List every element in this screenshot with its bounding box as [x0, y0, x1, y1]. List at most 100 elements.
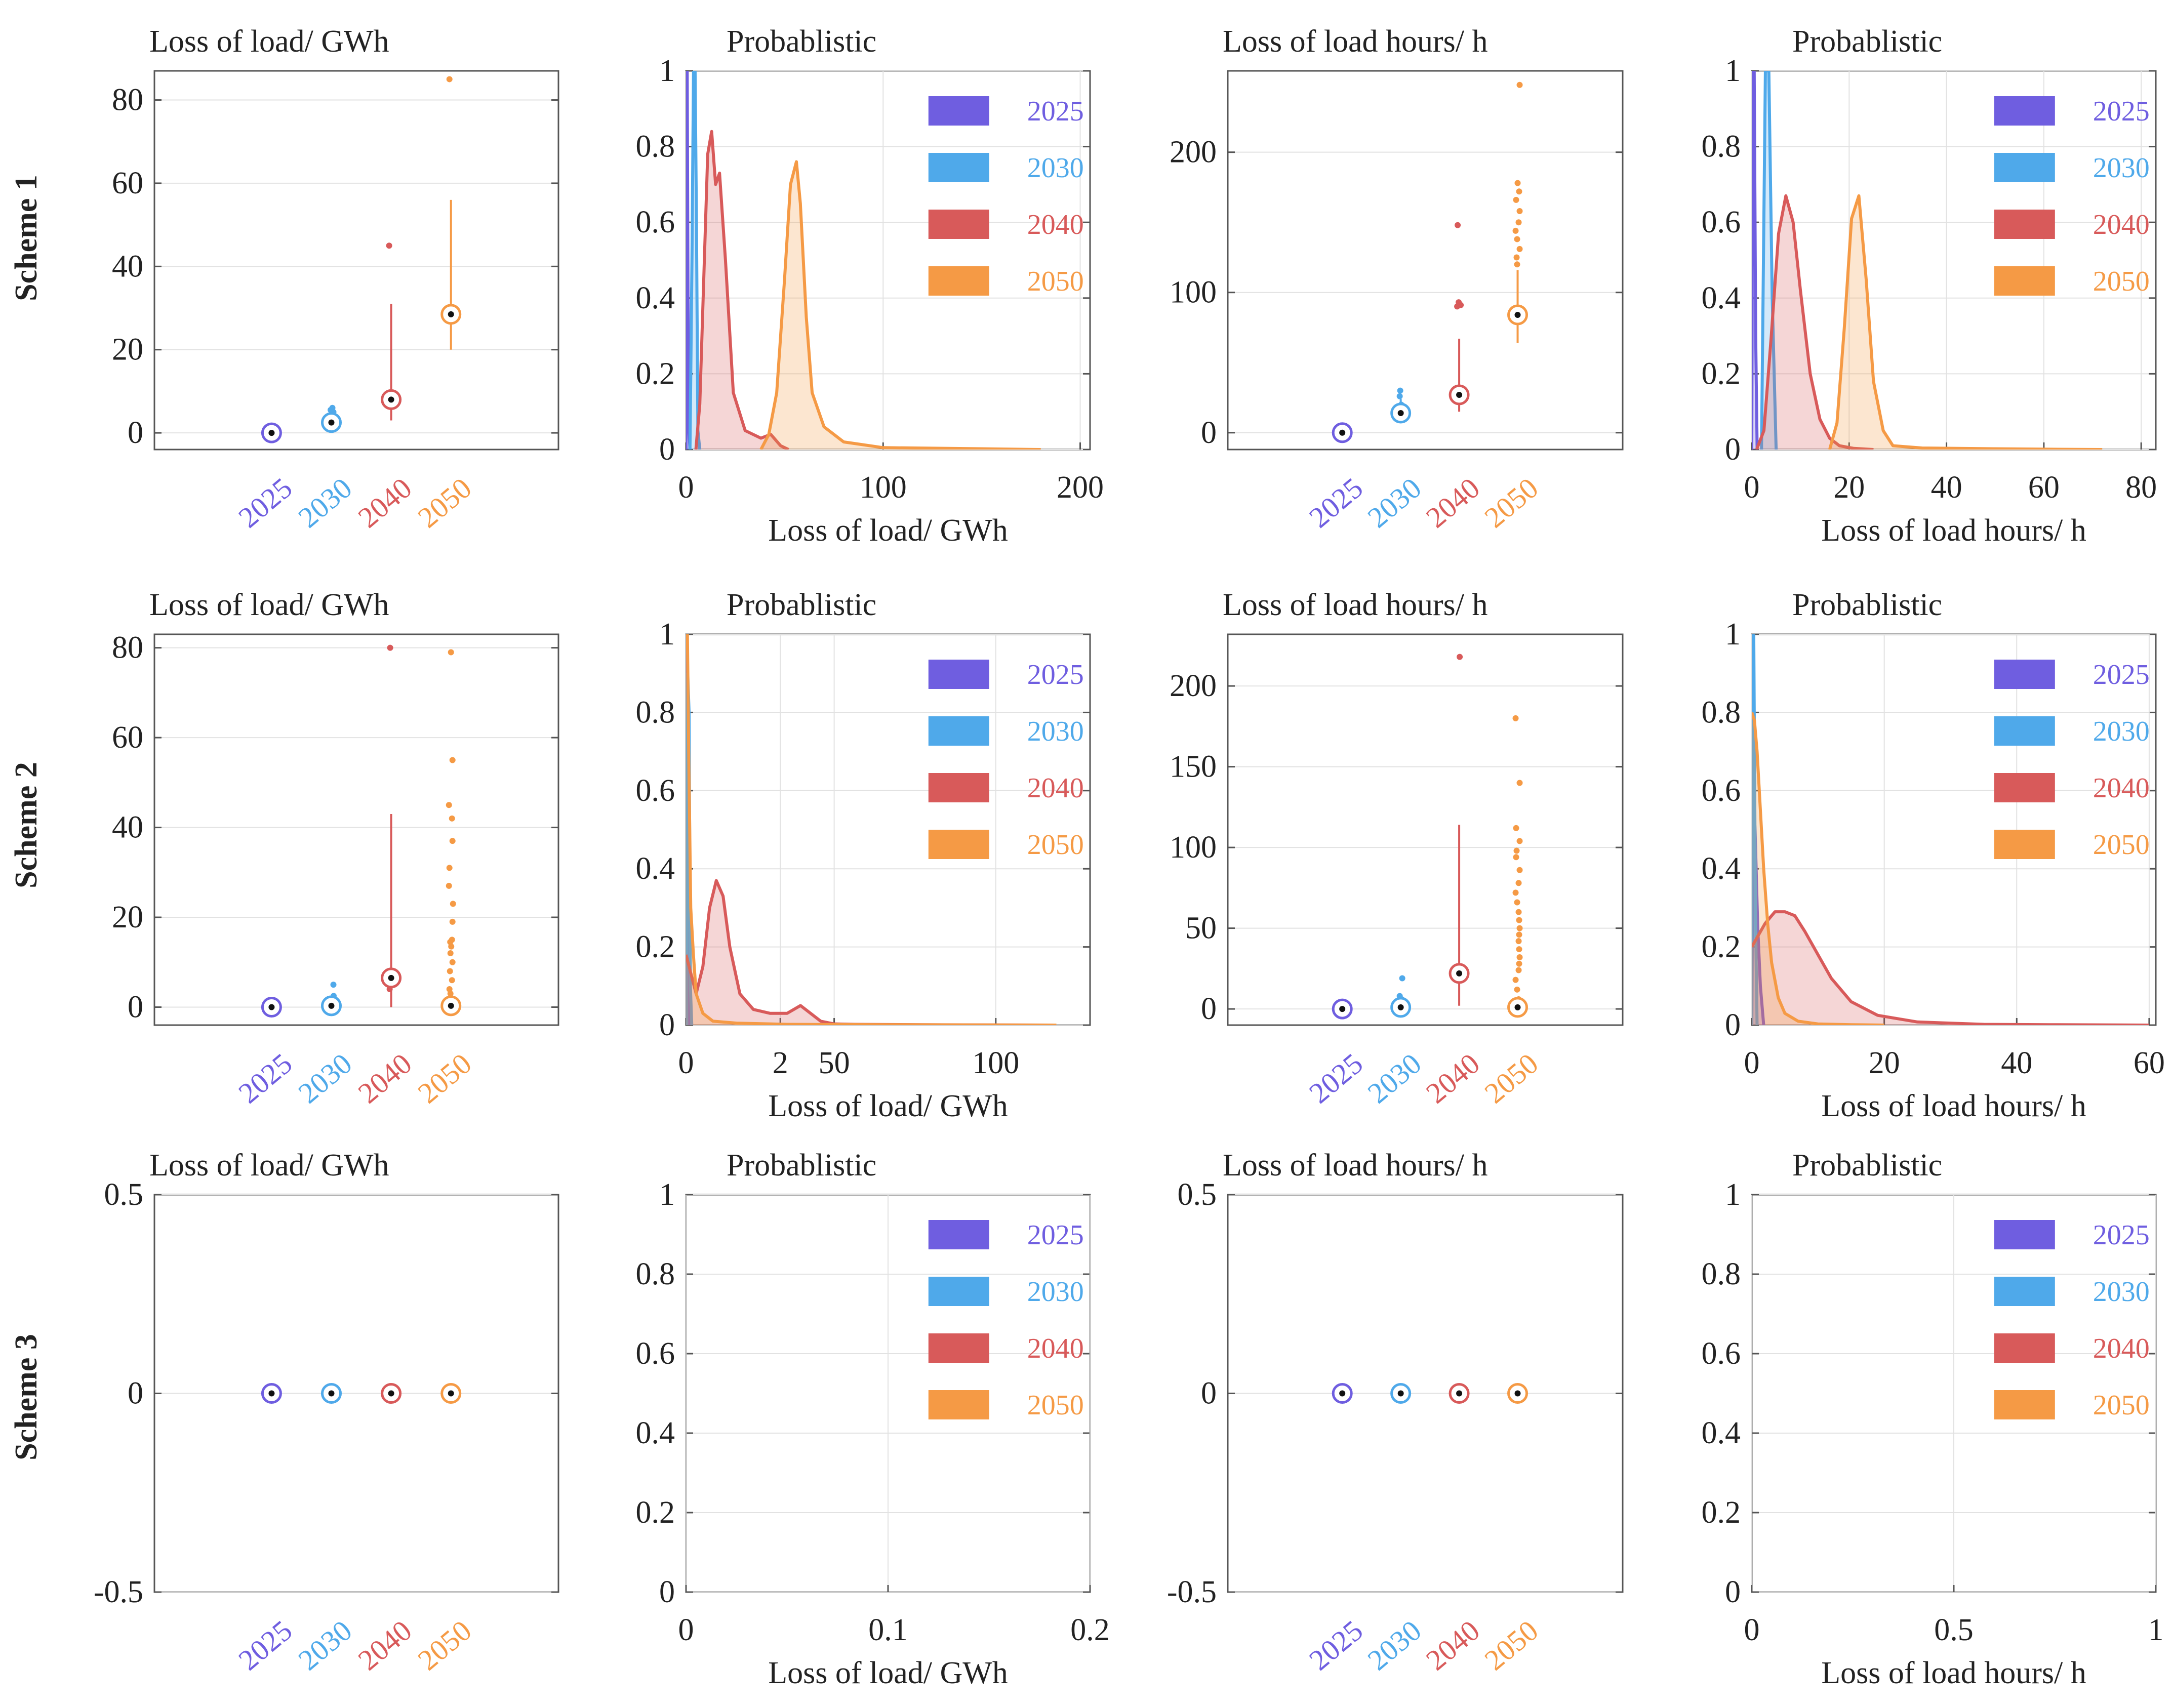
- s2-lolh-box-outlier-2050: [1515, 938, 1522, 945]
- s1-lol-pdf-ytick-label: 0.2: [636, 356, 675, 391]
- s1-lol-pdf-xlabel: Loss of load/ GWh: [768, 513, 1008, 548]
- s2-lol-pdf-xlabel: Loss of load/ GWh: [768, 1089, 1008, 1123]
- s2-lol-box-xtick-label: 2040: [352, 1047, 418, 1110]
- s1-lolh-pdf-area-2040: [1756, 195, 1874, 450]
- s2-lol-pdf: Probablistic 0 0.2 0.4 0.6 0.8 1 0 2 50 100 Loss of…: [636, 588, 1091, 1123]
- s1-lolh-pdf-legend-label-2025: 2025: [2093, 96, 2150, 127]
- s1-lolh-pdf-ytick-label: 0: [1725, 432, 1741, 467]
- s2-lolh-pdf-legend-swatch-2050: [1994, 830, 2055, 859]
- s1-lolh-box-median-dot-2030: [1397, 410, 1404, 416]
- s1-lol-pdf-legend-label-2040: 2040: [1027, 209, 1084, 240]
- s3-lolh-pdf-ytick-label: 0.2: [1702, 1495, 1741, 1530]
- s3-lol-pdf-legend-label-2025: 2025: [1027, 1219, 1084, 1251]
- s1-lolh-box-outlier-2050: [1516, 82, 1523, 88]
- s3-lolh-pdf-legend-label-2030: 2030: [2093, 1276, 2150, 1308]
- s2-lol-box-outlier-2050: [449, 838, 456, 844]
- s2-lolh-box-median-dot-2025: [1339, 1006, 1346, 1012]
- s1-lolh-pdf-area-2050: [1829, 195, 2103, 450]
- s1-lol-pdf-legend: 2025 2030 2040 2050: [928, 96, 1084, 297]
- s1-lolh-box-median-dot-2040: [1456, 391, 1463, 398]
- s1-lolh-pdf-xtick-label: 40: [1931, 470, 1962, 505]
- s2-lol-pdf-legend-label-2050: 2050: [1027, 829, 1084, 861]
- s1-lol-pdf-xtick-label: 200: [1057, 470, 1104, 505]
- s2-lolh-pdf-legend-swatch-2040: [1994, 773, 2055, 802]
- s2-lol-box-outlier-2040: [387, 644, 393, 651]
- s1-lolh-pdf-ytick-label: 0.8: [1702, 130, 1741, 164]
- s1-lolh-box-outlier-2050: [1513, 254, 1520, 261]
- s3-lolh-pdf-xlabel: Loss of load hours/ h: [1821, 1656, 2086, 1690]
- s2-lolh-box-outlier-2050: [1516, 780, 1523, 786]
- s3-lol-pdf-ytick-label: 0.4: [636, 1416, 675, 1450]
- s1-lol-box-median-dot-2025: [268, 430, 275, 436]
- s1-lolh-box-outlier-2050: [1515, 219, 1522, 226]
- s3-lolh-pdf-legend-swatch-2030: [1994, 1277, 2055, 1306]
- s1-lol-box-xtick-label: 2025: [232, 471, 299, 534]
- s1-lol-pdf-curves: [686, 71, 1041, 450]
- s3-lol-pdf-legend-swatch-2030: [928, 1277, 989, 1306]
- s2-lolh-box-outlier-2050: [1516, 960, 1522, 967]
- s3-lolh-box-ytick-label: 0: [1201, 1376, 1217, 1411]
- s2-lol-box-outlier-2050: [449, 977, 455, 984]
- s2-lolh-box-outlier-2050: [1514, 986, 1520, 993]
- s3-lolh-box-xtick-label: 2050: [1478, 1614, 1545, 1677]
- s2-lol-box-outlier-2050: [447, 968, 453, 974]
- s2-lol-box-median-dot-2040: [388, 974, 394, 981]
- s2-lolh-pdf-area-2050: [1752, 712, 1884, 1025]
- s1-lol-box-ytick-label: 80: [112, 83, 143, 117]
- s1-lolh-pdf-xtick-label: 0: [1744, 470, 1760, 505]
- s2-lol-pdf-line-2050: [686, 634, 1057, 1025]
- s2-lol-pdf-ytick-label: 0.4: [636, 851, 675, 886]
- s2-lolh-box-title: Loss of load hours/ h: [1223, 588, 1488, 622]
- s1-lolh-pdf-legend-label-2040: 2040: [2093, 209, 2150, 240]
- s3-lolh-pdf-legend: 2025 2030 2040 2050: [1994, 1219, 2150, 1421]
- s3-lol-box-median-dot-2040: [388, 1390, 394, 1397]
- s2-lolh-pdf-curves: [1752, 634, 2149, 1025]
- s2-lol-pdf-ytick-label: 0.2: [636, 930, 675, 964]
- s2-lolh-pdf-legend-label-2040: 2040: [2093, 772, 2150, 804]
- s1-lol-box-ytick-label: 20: [112, 333, 143, 367]
- s2-lol-box-outlier-2050: [449, 757, 456, 763]
- s3-lol-pdf-ytick-label: 0.8: [636, 1257, 675, 1291]
- s2-lol-pdf-ytick-label: 0.6: [636, 774, 675, 808]
- s1-lolh-box-xtick-label: 2025: [1303, 471, 1369, 534]
- s1-lol-pdf-ytick-label: 0.4: [636, 281, 675, 315]
- s1-lolh-box-xtick-label: 2040: [1420, 471, 1486, 534]
- s3-lol-box: Loss of load/ GWh -0.5 0 0.5 202520302040205…: [94, 1148, 559, 1677]
- s2-lolh-pdf-legend-swatch-2025: [1994, 660, 2055, 689]
- s2-lol-pdf-title: Probablistic: [727, 588, 876, 622]
- s1-lolh-pdf-ytick-label: 0.4: [1702, 281, 1741, 315]
- s3-lol-pdf-ytick-label: 0: [659, 1575, 675, 1609]
- s2-lol-box-ytick-label: 40: [112, 810, 143, 845]
- s2-lolh-pdf-ytick-label: 0.6: [1702, 774, 1741, 808]
- s1-lolh-pdf-frame: [1751, 70, 2157, 451]
- s1-lolh-box-xtick-label: 2030: [1361, 471, 1428, 534]
- s1-lol-pdf-legend-label-2030: 2030: [1027, 152, 1084, 184]
- s3-lol-pdf-legend-label-2030: 2030: [1027, 1276, 1084, 1308]
- s2-lolh-pdf-ytick-label: 1: [1725, 617, 1741, 652]
- s1-lol-box-ytick-label: 60: [112, 166, 143, 200]
- s1-lol-pdf-legend-swatch-2025: [928, 96, 989, 126]
- s3-lolh-pdf-ytick-label: 0.8: [1702, 1257, 1741, 1291]
- s2-lolh-box-ytick-label: 150: [1170, 750, 1217, 784]
- s3-lolh-box-ytick-label: -0.5: [1167, 1575, 1217, 1609]
- s3-lol-pdf-xtick-label: 0.2: [1070, 1613, 1110, 1647]
- s1-lol-pdf-legend-label-2025: 2025: [1027, 96, 1084, 127]
- s2-lolh-box-outlier-2040: [1457, 654, 1463, 660]
- s3-lol-pdf-legend-swatch-2025: [928, 1220, 989, 1249]
- s2-lol-pdf-xtick-label: 50: [819, 1046, 850, 1080]
- s2-lol-box-ytick-label: 20: [112, 900, 143, 934]
- s2-lol-pdf-xtick-label: 0: [678, 1046, 694, 1080]
- s1-lol-pdf-line-2050: [759, 160, 1041, 450]
- s3-lol-box-xtick-label: 2025: [232, 1614, 299, 1677]
- s2-lolh-pdf-legend-swatch-2030: [1994, 716, 2055, 746]
- s2-lol-box-outlier-2050: [448, 943, 455, 950]
- s1-lolh-box-outlier-2040: [1454, 303, 1461, 310]
- s1-lolh-pdf-line-2050: [1828, 194, 2103, 450]
- s2-lol-box-outlier-2050: [446, 882, 452, 889]
- s2-lolh-box: Loss of load hours/ h 0 50 100 150 200 2025203…: [1170, 588, 1624, 1110]
- s1-lolh-pdf-ytick-label: 0.6: [1702, 205, 1741, 239]
- s2-lol-pdf-legend-label-2040: 2040: [1027, 772, 1084, 804]
- s1-lolh-pdf-line-2030: [1760, 71, 1778, 450]
